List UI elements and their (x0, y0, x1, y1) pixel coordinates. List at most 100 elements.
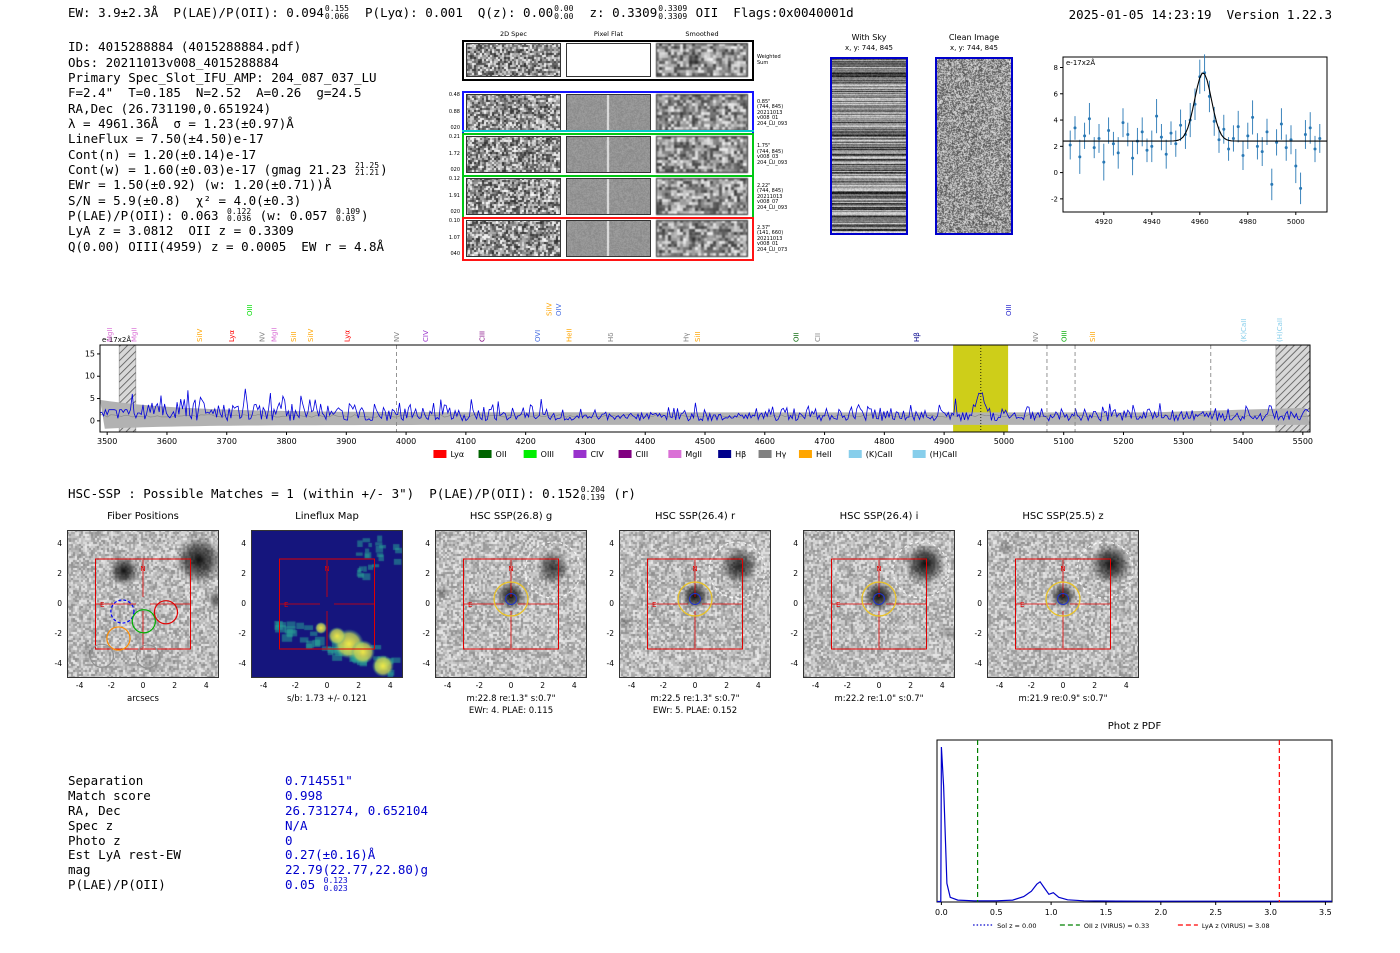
x-tick-label: 4100 (456, 437, 476, 446)
spec2d-tick-label: 1.72 (448, 150, 460, 157)
match-row: mag 22.79(22.77,22.80)g (68, 862, 428, 877)
x-tick-label: 5000 (1287, 218, 1305, 226)
cutout-title-r: HSC SSP(26.4) r (654, 511, 736, 522)
match-label: Separation (68, 772, 144, 788)
legend-swatch (912, 450, 926, 458)
aperture-circle (677, 581, 713, 617)
info-line-11: S/N = 5.9(±0.8) χ² = 4.0(±0.3) (68, 192, 388, 208)
cutout-x-tick-label: -4 (627, 681, 636, 690)
clean-title: Clean Image (948, 33, 1000, 42)
x-tick-label: 4800 (874, 437, 894, 446)
x-tick-label: 4920 (1095, 218, 1113, 226)
legend-label: (K)CaII (866, 450, 893, 459)
fiber-circle (153, 600, 179, 625)
range-frac: 0.3309 0.3309 (658, 4, 688, 21)
text-seg: z: 0.3309 (574, 5, 658, 20)
y-tick-label: 15 (85, 349, 95, 358)
photz-legend-label: LyA z (VIRUS) = 3.08 (1202, 922, 1270, 930)
data-point (1121, 121, 1125, 125)
x-tick-label: 4700 (814, 437, 834, 446)
cutout-x-tick-label: -4 (259, 681, 268, 690)
plot-box (1062, 56, 1328, 213)
legend-swatch (798, 450, 812, 458)
cutout-x-tick-label: 2 (1092, 681, 1098, 690)
match-row: RA, Dec 26.731274, 0.652104 (68, 803, 428, 818)
spec2d-tick-label: 020 (450, 125, 460, 131)
data-point (1179, 123, 1183, 127)
noise-band (100, 399, 1310, 429)
match-value: 0.998 (285, 787, 323, 803)
match-label: Photo z (68, 832, 121, 848)
y-tick-label: 4 (1054, 117, 1059, 125)
x-tick-label: 5500 (1293, 437, 1313, 446)
spec2d-row-label-line: 0.85" (757, 98, 771, 105)
emission-line-label: NV (258, 332, 266, 342)
x-tick-label: 1.0 (1045, 908, 1058, 917)
emission-line-label: MgII (106, 327, 114, 342)
spec2d-2dspec-image (466, 94, 561, 131)
text-seg: Cont(n) = 1.20(±0.14)e-17 (68, 146, 257, 162)
info-line-5: RA,Dec (26.731190,0.651924) (68, 100, 388, 116)
gaussian-fit (1063, 72, 1327, 142)
spec2d-tick-label: 0.21 (448, 134, 460, 140)
clean-canvas (937, 59, 1011, 233)
legend-label: Hγ (776, 450, 787, 459)
x-tick-label: 3.5 (1319, 908, 1332, 917)
spec2d-row-label-line: 2.22" (757, 182, 771, 189)
match-table: Separation 0.714551" Match score 0.998 RA, D… (68, 773, 428, 892)
fiber-circle (131, 609, 156, 634)
cutout-y-tick-label: -4 (422, 659, 430, 668)
header-summary: EW: 3.9±2.3Å P(LAE)/P(OII): 0.094 0.155 0.… (68, 5, 854, 20)
x-tick-label: 3800 (276, 437, 296, 446)
cutout-y-tick-label: 0 (57, 599, 62, 608)
data-point (1318, 136, 1322, 140)
match-value: 0.714551" (285, 772, 353, 788)
spec2d-row-label-line: (744, 845) (757, 148, 784, 155)
hsc-matches-header: HSC-SSP : Possible Matches = 1 (within +… (68, 486, 636, 501)
cutout-x-tick-label: 4 (939, 681, 945, 690)
spec2d-tick-label: 0.12 (448, 176, 460, 182)
cutout-x-tick-label: 4 (1123, 681, 1129, 690)
match-row: Match score 0.998 (68, 788, 428, 803)
spec2d-row-label-line: Weighted (757, 54, 781, 61)
data-point (1236, 125, 1240, 129)
cutout-x-tick-label: -4 (443, 681, 452, 690)
units-label: e-17x2Å (1066, 58, 1095, 67)
data-point (1155, 114, 1159, 118)
x-tick-label: 3700 (217, 437, 237, 446)
cutout-x-tick-label: 2 (172, 681, 178, 690)
cutout-title-g: HSC SSP(26.8) g (469, 511, 553, 522)
data-point (1270, 182, 1274, 186)
cutout-y-tick-label: -4 (606, 659, 614, 668)
noise-model-line (99, 414, 1309, 418)
spec2d-row-label-line: 20211013 (757, 109, 783, 116)
x-tick-label: 4600 (755, 437, 775, 446)
spec2d-row-label-line: v008_03 (757, 154, 779, 161)
range-frac: 0.155 0.066 (324, 4, 349, 21)
withsky-coords: x, y: 744, 845 (845, 44, 893, 52)
data-point (1116, 151, 1120, 155)
data-point (1246, 134, 1250, 138)
data-point (1299, 186, 1303, 190)
x-tick-label: 4500 (695, 437, 715, 446)
info-line-14: Q(0.00) OIII(4959) z = 0.0005 EW r = 4.8… (68, 238, 388, 254)
emission-line-label: Lyα (228, 330, 236, 342)
spec2d-row-label-line: (141, 660) (757, 230, 784, 237)
legend-label: OII (496, 450, 507, 459)
spec2d-tick-label: 020 (450, 167, 460, 173)
info-line-9: Cont(w) = 1.60(±0.03)e-17 (gmag 21.23 21… (68, 162, 388, 177)
cutout-x-tick-label: -2 (659, 681, 668, 690)
cutout-y-tick-label: -2 (54, 629, 62, 638)
spec2d-row-label-line: (744, 845) (757, 188, 784, 195)
cutout-y-tick-label: 4 (977, 539, 982, 548)
photz-curve (937, 746, 1332, 903)
data-point (1227, 147, 1231, 151)
cutout-title-i: HSC SSP(26.4) i (839, 511, 919, 522)
data-point (1222, 127, 1226, 131)
emission-line-label: CII (814, 333, 822, 342)
cutout-x-tick-label: 4 (755, 681, 761, 690)
y-tick-label: 5 (90, 394, 95, 403)
cutout-image-fibers (67, 530, 219, 678)
emission-line-label: OII (792, 332, 800, 342)
cutout-y-tick-label: -2 (238, 629, 246, 638)
